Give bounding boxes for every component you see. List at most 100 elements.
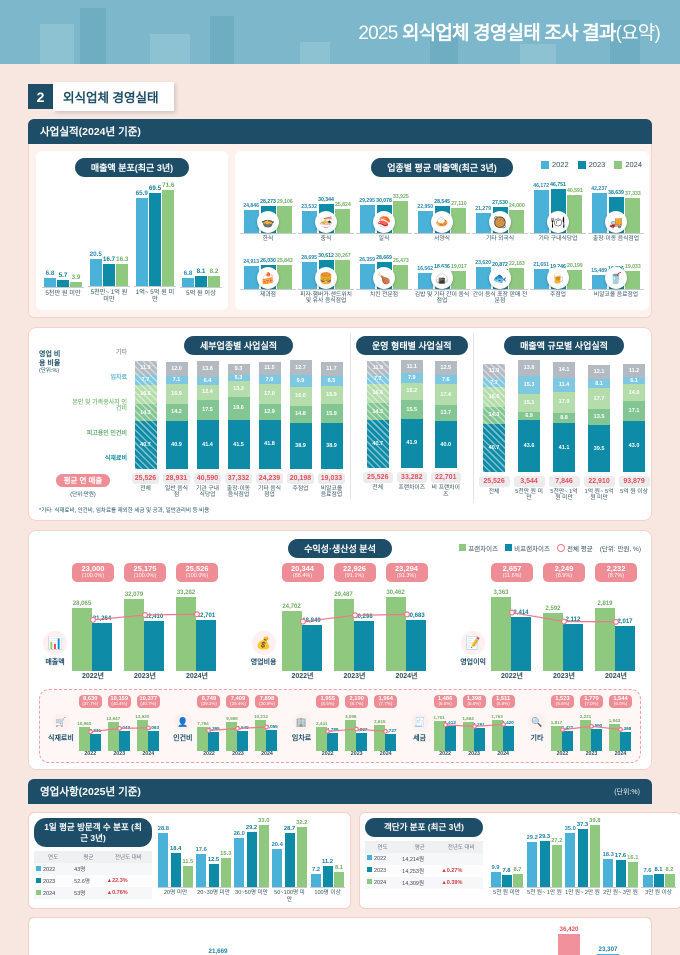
bar [619,731,631,752]
bar-column: 11.5 [182,859,193,888]
total-avg-badge: 7,898 (30.9%) [255,694,279,709]
stack: 11.2 6.1 14.0 17.1 43.0 [623,364,646,472]
visitors-left-column: 1일 평균 방문객 수 분포 (최근 3년) 연도 평균 전년도 대비 2022 43명… [34,818,152,903]
year-pair: 1,664 1,291 [462,711,486,752]
bar-value-label: 6.8 [183,270,193,278]
year-label: 2024년 [395,672,418,680]
badge-percent: (100.0%) [185,573,209,580]
bar-column: 28,065 [72,585,92,671]
bar-column: 18,849 [301,585,322,671]
bar-column: 28.8 [158,826,169,888]
bar [301,624,322,671]
bar [642,875,653,888]
total-avg-badge: 1,964 (7.7%) [374,694,398,709]
badges-row: 2,657 (11.6%) 2,249 (8.9%) 2,232 (8.7%) [491,562,637,582]
total-avg-badge: 8,630 (37.7%) [78,694,102,709]
bar-group: 65.9 69.5 71.6 1억~ 5억 원 미만 [134,182,176,303]
bar-column: 30,462 [385,585,406,671]
legend-item: 2024 [614,160,642,169]
bar-group: 6.8 8.1 8.2 5억 원 이상 [180,268,222,303]
bars-area: 28,695 30,612 30,267 [298,253,354,290]
bars-area: 20.4 28.7 32.2 [272,820,307,889]
bar-value-label: 9,043 [118,724,131,730]
legend-item: 비프랜차이즈 [505,543,550,553]
beverage-icon: 🥤 [605,267,627,290]
column-label: 주점업 [292,485,309,492]
bar-column: 8.2 [664,867,675,888]
stack: 12.5 7.6 17.4 13.7 40.0 [434,360,457,469]
bar-column: 65.9 [136,190,148,286]
category-label: 100명 이상 [314,890,341,897]
badge-value: 23,294 [395,563,418,573]
category-label: 일식 [378,236,390,242]
column-label: 전체 [488,488,500,495]
bar-value-label: 36,420 [559,926,579,934]
bar-value-label: 8.1 [654,867,663,874]
bars-area: 6.8 5.7 3.9 [42,270,84,289]
bar [333,871,344,888]
cost-legend-block: 영업 비용 비율 (단위:%) 기타 임차료 본인 및 가족종사자 인건비 피고용인 인… [39,334,127,498]
bar-column: 20,199 [567,263,583,290]
segment: 12.9 [258,404,281,420]
bar [543,613,563,671]
bar [243,265,259,290]
year-label: 2024 [142,751,155,758]
bar-column: 36,420 [558,926,580,955]
profitability-header: 수익성·생산성 분석 프랜차이즈 비프랜차이즈 전체 평균 (단위: 만원, %) [39,538,641,558]
bar-column: 1,664 [462,711,474,752]
bar-column: 11.2 [322,859,333,888]
bars-area: 18.3 17.6 16.1 [603,852,638,889]
bar-value-label: 1,413 [444,720,456,726]
total-avg-badge: 1,523 (6.6%) [550,694,574,709]
total-avg-badge: 1,511 (5.9%) [491,694,515,709]
year-swatch [367,879,372,885]
segment: 38.9 [320,423,343,469]
bar-column: 5.7 [57,272,69,288]
badge-value: 2,190 [349,695,364,702]
badges-row: 1,523 (6.6%) 1,770 (7.0%) 1,544 (6.0%) [550,694,632,709]
bar [322,866,333,888]
bar-column: 2,615 [374,711,385,752]
category-label: 5천만~ 1억 원 미만 [90,289,128,304]
bar-column: 16.1 [627,855,638,888]
stacked-column: 13.8 15.3 15.1 6.9 43.6 3,544 5천만 원 미만 [513,360,545,503]
bar-value-label: 16,562 [417,266,434,273]
bar-value-label: 6.8 [45,270,55,278]
bar-column: 1,413 [444,711,456,752]
bar [595,608,615,671]
segment: 14.2 [165,403,188,421]
year-pair: 9,559 6,549 [226,711,249,752]
bar-group: 22,950 28,545 27,110 🍛 서양식 [414,199,470,249]
segment: 15.1 [518,394,541,413]
legend-swatch [505,544,513,552]
bar [451,207,467,233]
bar-group: 21,279 27,530 24,000 🥘 기타 외국식 [472,200,528,249]
profit-note-icon: 📝 [461,630,486,655]
bar-value-label: 2,112 [565,617,581,624]
bar-value-label: 21,669 [208,947,228,955]
visitors-chart: 28.8 18.4 11.5 20명 미만 17.6 12.5 15.3 20~30명 미만 2… [158,818,345,903]
bar [333,598,354,671]
category-label: 20명 미만 [163,890,188,897]
bar [116,264,129,286]
stack: 11.9 7.7 16.6 14.3 40.7 [366,360,389,469]
bar-value-label: 23,620 [475,259,492,266]
bar-column: 39.8 [589,818,600,888]
bar-column: 9,559 [226,711,238,752]
bar-value-label: 9.9 [491,864,500,871]
year-cell: 2023 [365,864,401,877]
bar-column: 23,532 [301,204,317,233]
segment: 7.1 [165,375,188,385]
category-label: 주점업 [550,292,566,299]
stack: 13.8 6.4 12.4 17.5 41.4 [196,361,219,469]
segment: 11.9 [366,360,389,375]
bar-value-label: 27,530 [492,200,508,207]
segment: 7.9 [400,373,423,383]
legend-label: 프랜차이즈 [468,545,499,553]
bar [405,620,426,671]
year-label: 2023 [585,751,598,758]
bar-column: 8.1 [195,268,207,288]
segment: 15.3 [518,376,541,395]
bar-column: 9,063 [148,711,159,752]
bar-column: 35.0 [565,826,576,888]
